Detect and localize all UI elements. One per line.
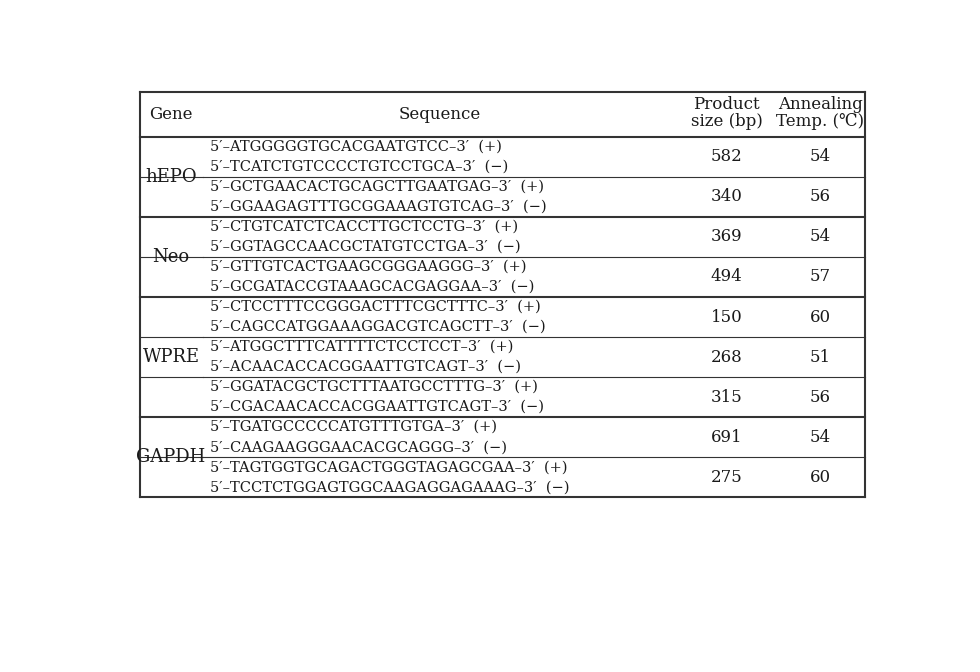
Text: 691: 691: [710, 429, 743, 446]
Text: Temp. (℃): Temp. (℃): [776, 113, 864, 130]
Text: 5′–ATGGCTTTCATTTTCTCCTCCT–3′  (+): 5′–ATGGCTTTCATTTTCTCCTCCT–3′ (+): [211, 340, 514, 354]
Text: 5′–ATGGGGGTGCACGAATGTCC–3′  (+): 5′–ATGGGGGTGCACGAATGTCC–3′ (+): [211, 140, 503, 154]
Text: WPRE: WPRE: [142, 348, 200, 366]
Text: Gene: Gene: [149, 106, 193, 123]
Text: Neo: Neo: [153, 248, 190, 266]
Text: 60: 60: [809, 308, 831, 325]
Text: GAPDH: GAPDH: [136, 448, 206, 466]
Text: 57: 57: [809, 269, 831, 286]
Text: hEPO: hEPO: [145, 168, 197, 186]
Text: 5′–GGAAGAGTTTGCGGAAAGTGTCAG–3′  (−): 5′–GGAAGAGTTTGCGGAAAGTGTCAG–3′ (−): [211, 200, 547, 214]
Text: 5′–CGACAACACCACGGAATTGTCAGT–3′  (−): 5′–CGACAACACCACGGAATTGTCAGT–3′ (−): [211, 400, 545, 414]
Text: Product: Product: [694, 96, 760, 113]
Text: 5′–GCGATACCGTAAAGCACGAGGAA–3′  (−): 5′–GCGATACCGTAAAGCACGAGGAA–3′ (−): [211, 280, 535, 294]
Text: 5′–TCCTCTGGAGTGGCAAGAGGAGAAAG–3′  (−): 5′–TCCTCTGGAGTGGCAAGAGGAGAAAG–3′ (−): [211, 480, 570, 494]
Text: 5′–CTGTCATCTCACCTTGCTCCTG–3′  (+): 5′–CTGTCATCTCACCTTGCTCCTG–3′ (+): [211, 220, 518, 234]
Text: 5′–GTTGTCACTGAAGCGGGAAGGG–3′  (+): 5′–GTTGTCACTGAAGCGGGAAGGG–3′ (+): [211, 260, 527, 274]
Text: 5′–TAGTGGTGCAGACTGGGTAGAGCGAA–3′  (+): 5′–TAGTGGTGCAGACTGGGTAGAGCGAA–3′ (+): [211, 460, 567, 474]
Text: 275: 275: [710, 468, 743, 486]
Text: 582: 582: [710, 149, 743, 165]
Text: 494: 494: [710, 269, 743, 286]
Text: 5′–ACAACACCACGGAATTGTCAGT–3′  (−): 5′–ACAACACCACGGAATTGTCAGT–3′ (−): [211, 360, 521, 374]
Text: 150: 150: [710, 308, 743, 325]
Text: Annealing: Annealing: [778, 96, 862, 113]
Text: 268: 268: [710, 349, 743, 366]
Text: 5′–TCATCTGTCCCCTGTCCTGCA–3′  (−): 5′–TCATCTGTCCCCTGTCCTGCA–3′ (−): [211, 160, 509, 174]
Text: 60: 60: [809, 468, 831, 486]
Text: 5′–GGATACGCTGCTTTAATGCCTTTG–3′  (+): 5′–GGATACGCTGCTTTAATGCCTTTG–3′ (+): [211, 380, 538, 394]
Text: 5′–CAGCCATGGAAAGGACGTCAGCTT–3′  (−): 5′–CAGCCATGGAAAGGACGTCAGCTT–3′ (−): [211, 320, 546, 334]
Text: 5′–TGATGCCCCCATGTTTGTGA–3′  (+): 5′–TGATGCCCCCATGTTTGTGA–3′ (+): [211, 420, 498, 434]
Text: 51: 51: [809, 349, 831, 366]
Text: 315: 315: [710, 388, 743, 406]
Text: 56: 56: [809, 188, 831, 206]
Text: 5′–GCTGAACACTGCAGCTTGAATGAG–3′  (+): 5′–GCTGAACACTGCAGCTTGAATGAG–3′ (+): [211, 180, 545, 194]
Text: 54: 54: [809, 149, 831, 165]
Text: 369: 369: [710, 228, 743, 245]
Text: 5′–CTCCTTTCCGGGACTTTCGCTTTC–3′  (+): 5′–CTCCTTTCCGGGACTTTCGCTTTC–3′ (+): [211, 300, 541, 314]
Text: 5′–CAAGAAGGGAACACGCAGGG–3′  (−): 5′–CAAGAAGGGAACACGCAGGG–3′ (−): [211, 440, 508, 454]
Text: 54: 54: [809, 429, 831, 446]
Text: 56: 56: [809, 388, 831, 406]
Text: size (bp): size (bp): [691, 113, 762, 130]
Text: 340: 340: [710, 188, 743, 206]
Text: 54: 54: [809, 228, 831, 245]
Text: 5′–GGTAGCCAACGCTATGTCCTGA–3′  (−): 5′–GGTAGCCAACGCTATGTCCTGA–3′ (−): [211, 240, 521, 254]
Text: Sequence: Sequence: [399, 106, 481, 123]
